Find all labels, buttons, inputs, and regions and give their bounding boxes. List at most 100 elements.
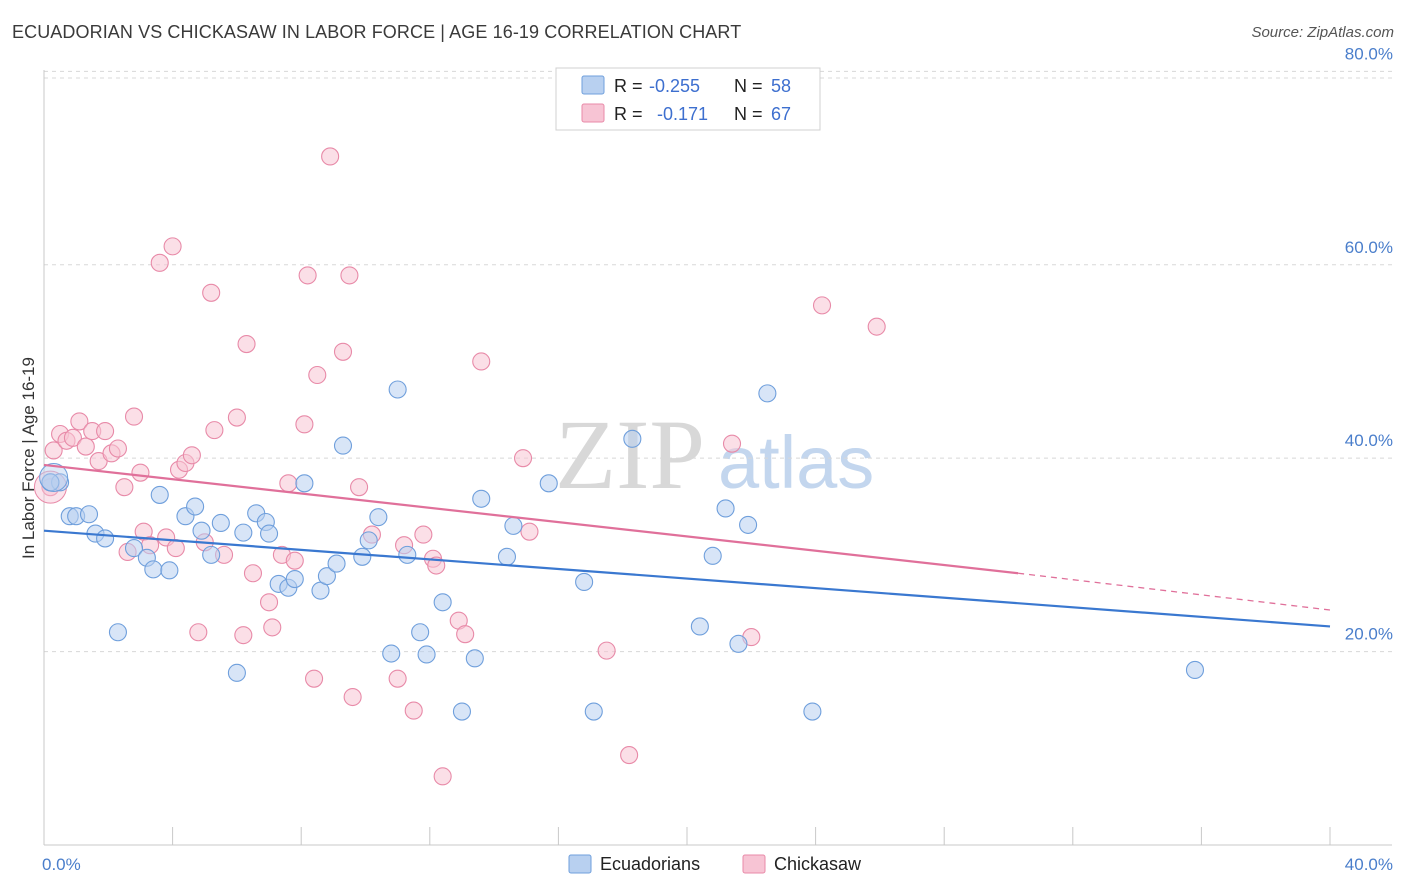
x-tick-label-1: 40.0% [1345,855,1393,874]
ecuadorians-point-32 [359,531,378,550]
chickasaw-point-65 [812,296,832,315]
ecuadorians-point-31 [353,547,372,566]
ecuadorians-point-51 [729,634,748,653]
legend-ecuadorians-swatch [568,854,592,874]
ecuadorians-point-43 [504,516,523,535]
chickasaw-point-58 [472,352,491,371]
chickasaw-point-4 [63,428,82,447]
ecuadorians-point-30 [333,436,353,455]
y-tick-label-60: 60.0% [1345,238,1393,257]
watermark-zip: ZIP [555,399,705,510]
ecuadorians-point-54 [803,702,822,721]
stats-pink-r-value: -0.171 [657,104,708,124]
ecuadorians-point-14 [186,497,205,516]
chickasaw-point-45 [340,266,359,285]
ecuadorians-point-16 [202,545,221,564]
ecuadorians-point-37 [417,645,436,664]
ecuadorians-point-22 [259,524,279,543]
chickasaw-point-6 [76,437,95,456]
ecuadorians-point-44 [539,474,558,493]
ecuadorians-point-15 [192,521,211,540]
chickasaw-point-38 [285,551,304,570]
ecuadorians-point-47 [623,429,642,448]
ecuadorians-point-19 [234,523,253,542]
ecuadorians-point-53 [758,384,777,403]
chickasaw-point-60 [520,522,539,541]
y-tick-label-80: 80.0% [1345,44,1393,63]
stats-pink-n-value: 67 [771,104,791,124]
y-tick-label-40: 40.0% [1345,431,1393,450]
stats-blue-swatch [581,75,605,95]
ecuadorians-point-33 [369,508,388,527]
ecuadorians-point-39 [452,702,472,721]
chickasaw-point-35 [263,618,282,637]
chickasaw-point-25 [189,623,208,642]
chickasaw-point-59 [513,449,533,468]
chickasaw-point-46 [343,687,362,707]
chickasaw-point-41 [305,669,324,688]
axes [43,70,1392,846]
watermark-atlas: atlas [718,421,874,504]
ecuadorians-point-34 [382,644,401,663]
chickasaw-point-32 [237,335,256,354]
ecuadorians-point-12 [160,561,179,580]
ecuadorians-point-large [39,463,69,493]
ecuadorians-point-35 [398,545,417,564]
chickasaw-point-37 [279,474,298,493]
ecuadorians-point-56 [1185,660,1205,680]
stats-pink-swatch [581,103,605,123]
legend: Ecuadorians Chickasaw [568,854,862,874]
chickasaw-point-27 [202,283,221,302]
ecuadorians-point-40 [465,649,484,668]
chickasaw-point-47 [350,478,369,497]
chickasaw-point-30 [227,408,246,427]
chickasaw-point-61 [597,641,616,660]
chickasaw-point-49 [388,669,407,688]
ecuadorians-point-25 [285,570,304,589]
ecuadorians-point-18 [227,663,246,682]
ecuadorians-point-52 [739,515,758,534]
ecuadorians-point-41 [472,489,491,508]
legend-chickasaw-swatch [742,854,766,874]
chickasaw-point-5 [70,412,89,431]
chickasaw-trend-extension [1018,572,1331,611]
ecuadorians-point-10 [144,560,163,579]
chickasaw-point-14 [124,407,144,426]
chickasaw-point-40 [298,266,317,285]
chickasaw-point-62 [620,746,639,765]
stats-blue-r-value: -0.255 [649,76,700,96]
chickasaw-point-18 [150,253,169,272]
ecuadorians-point-26 [295,474,314,493]
chart-title: ECUADORIAN VS CHICKASAW IN LABOR FORCE |… [12,22,742,42]
ecuadorians-point-6 [96,529,115,548]
chickasaw-point-9 [96,422,115,441]
ecuadorians-point-7 [108,623,127,642]
ecuadorians-point-50 [716,499,735,518]
chickasaw-point-39 [295,415,314,434]
stats-blue-n-label: N = [734,76,763,96]
chickasaw-point-57 [456,625,475,644]
chickasaw-point-15 [131,463,150,482]
ecuadorians-point-55 [388,380,407,399]
ecuadorians-point-45 [575,572,594,592]
ecuadorians-point-4 [79,505,99,524]
chickasaw-point-55 [433,767,452,786]
stats-blue-n-value: 58 [771,76,791,96]
chickasaw-point-11 [108,439,127,458]
chickasaw-point-63 [722,434,742,453]
chickasaw-point-28 [205,421,224,440]
chickasaw-point-12 [115,478,134,497]
y-tick-labels: 20.0% 40.0% 60.0% 80.0% [1345,44,1393,643]
stats-pink-r-label: R = [614,104,643,124]
ecuadorians-point-38 [433,593,452,612]
trend-lines [43,463,1331,628]
y-axis-title: In Labor Force | Age 16-19 [19,357,38,559]
ecuadorians-point-11 [150,485,169,504]
chickasaw-point-43 [321,147,340,166]
ecuadorians-trend-line [43,529,1331,628]
chickasaw-point-34 [259,593,279,612]
legend-chickasaw-label: Chickasaw [774,854,862,874]
gridlines [44,70,1392,653]
ecuadorians-point-48 [690,617,709,636]
